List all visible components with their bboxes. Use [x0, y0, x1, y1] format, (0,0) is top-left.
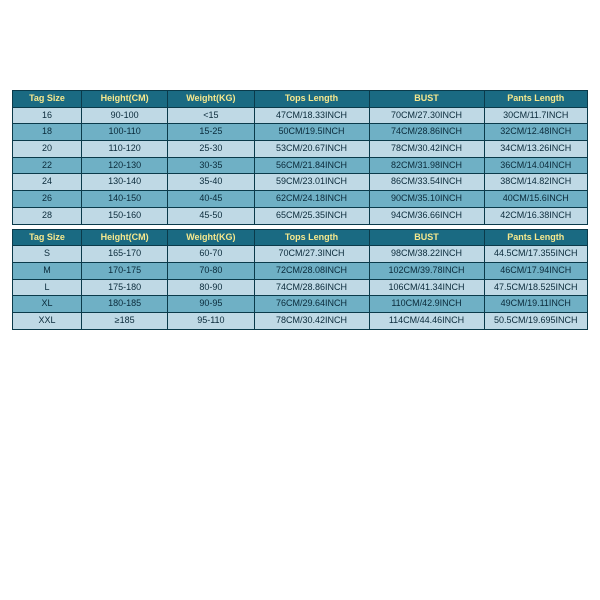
kids-cell: 30CM/11.7INCH: [484, 107, 588, 124]
adult-cell: 114CM/44.46INCH: [369, 312, 484, 329]
adult-size-table: Tag SizeHeight(CM)Weight(KG)Tops LengthB…: [12, 229, 588, 330]
kids-cell: 30-35: [168, 157, 254, 174]
kids-cell: 26: [13, 191, 82, 208]
adult-cell: 170-175: [82, 262, 168, 279]
adult-header-1: Height(CM): [82, 229, 168, 246]
adult-row: L175-18080-9074CM/28.86INCH106CM/41.34IN…: [13, 279, 588, 296]
adult-cell: 50.5CM/19.695INCH: [484, 312, 588, 329]
kids-cell: 53CM/20.67INCH: [254, 141, 369, 158]
adult-cell: 44.5CM/17.355INCH: [484, 246, 588, 263]
adult-cell: 165-170: [82, 246, 168, 263]
adult-cell: XL: [13, 296, 82, 313]
kids-row: 1690-100<1547CM/18.33INCH70CM/27.30INCH3…: [13, 107, 588, 124]
kids-row: 24130-14035-4059CM/23.01INCH86CM/33.54IN…: [13, 174, 588, 191]
kids-header-0: Tag Size: [13, 91, 82, 108]
kids-cell: 35-40: [168, 174, 254, 191]
kids-cell: 90-100: [82, 107, 168, 124]
kids-cell: 94CM/36.66INCH: [369, 207, 484, 224]
kids-cell: <15: [168, 107, 254, 124]
adult-header-5: Pants Length: [484, 229, 588, 246]
kids-cell: 65CM/25.35INCH: [254, 207, 369, 224]
kids-cell: 140-150: [82, 191, 168, 208]
kids-cell: 90CM/35.10INCH: [369, 191, 484, 208]
kids-cell: 82CM/31.98INCH: [369, 157, 484, 174]
adult-cell: 102CM/39.78INCH: [369, 262, 484, 279]
adult-cell: 98CM/38.22INCH: [369, 246, 484, 263]
adult-cell: 180-185: [82, 296, 168, 313]
kids-cell: 38CM/14.82INCH: [484, 174, 588, 191]
adult-cell: 80-90: [168, 279, 254, 296]
kids-cell: 100-110: [82, 124, 168, 141]
kids-cell: 120-130: [82, 157, 168, 174]
kids-row: 28150-16045-5065CM/25.35INCH94CM/36.66IN…: [13, 207, 588, 224]
kids-cell: 22: [13, 157, 82, 174]
kids-cell: 15-25: [168, 124, 254, 141]
adult-row: XXL≥18595-11078CM/30.42INCH114CM/44.46IN…: [13, 312, 588, 329]
kids-cell: 130-140: [82, 174, 168, 191]
adult-cell: M: [13, 262, 82, 279]
kids-row: 26140-15040-4562CM/24.18INCH90CM/35.10IN…: [13, 191, 588, 208]
adult-header-2: Weight(KG): [168, 229, 254, 246]
kids-cell: 32CM/12.48INCH: [484, 124, 588, 141]
kids-cell: 150-160: [82, 207, 168, 224]
size-chart-container: Tag SizeHeight(CM)Weight(KG)Tops LengthB…: [0, 0, 600, 330]
adult-header-0: Tag Size: [13, 229, 82, 246]
adult-cell: 60-70: [168, 246, 254, 263]
adult-row: XL180-18590-9576CM/29.64INCH110CM/42.9IN…: [13, 296, 588, 313]
adult-cell: S: [13, 246, 82, 263]
kids-cell: 40-45: [168, 191, 254, 208]
adult-cell: 78CM/30.42INCH: [254, 312, 369, 329]
adult-cell: 106CM/41.34INCH: [369, 279, 484, 296]
adult-cell: 47.5CM/18.525INCH: [484, 279, 588, 296]
adult-row: S165-17060-7070CM/27.3INCH98CM/38.22INCH…: [13, 246, 588, 263]
adult-cell: 110CM/42.9INCH: [369, 296, 484, 313]
kids-cell: 28: [13, 207, 82, 224]
adult-cell: ≥185: [82, 312, 168, 329]
kids-cell: 40CM/15.6INCH: [484, 191, 588, 208]
adult-cell: XXL: [13, 312, 82, 329]
kids-cell: 25-30: [168, 141, 254, 158]
kids-cell: 59CM/23.01INCH: [254, 174, 369, 191]
kids-cell: 45-50: [168, 207, 254, 224]
kids-cell: 78CM/30.42INCH: [369, 141, 484, 158]
kids-row: 18100-11015-2550CM/19.5INCH74CM/28.86INC…: [13, 124, 588, 141]
kids-row: 20110-12025-3053CM/20.67INCH78CM/30.42IN…: [13, 141, 588, 158]
kids-cell: 86CM/33.54INCH: [369, 174, 484, 191]
kids-header-3: Tops Length: [254, 91, 369, 108]
adult-cell: 90-95: [168, 296, 254, 313]
adult-cell: 74CM/28.86INCH: [254, 279, 369, 296]
adult-header-4: BUST: [369, 229, 484, 246]
kids-header-4: BUST: [369, 91, 484, 108]
kids-cell: 70CM/27.30INCH: [369, 107, 484, 124]
kids-cell: 20: [13, 141, 82, 158]
adult-cell: 76CM/29.64INCH: [254, 296, 369, 313]
kids-cell: 110-120: [82, 141, 168, 158]
adult-cell: 46CM/17.94INCH: [484, 262, 588, 279]
kids-header-5: Pants Length: [484, 91, 588, 108]
adult-cell: 70CM/27.3INCH: [254, 246, 369, 263]
kids-cell: 36CM/14.04INCH: [484, 157, 588, 174]
kids-header-1: Height(CM): [82, 91, 168, 108]
kids-cell: 18: [13, 124, 82, 141]
kids-header-2: Weight(KG): [168, 91, 254, 108]
adult-cell: 175-180: [82, 279, 168, 296]
adult-row: M170-17570-8072CM/28.08INCH102CM/39.78IN…: [13, 262, 588, 279]
adult-header-3: Tops Length: [254, 229, 369, 246]
adult-cell: 70-80: [168, 262, 254, 279]
adult-cell: 72CM/28.08INCH: [254, 262, 369, 279]
kids-cell: 74CM/28.86INCH: [369, 124, 484, 141]
kids-cell: 56CM/21.84INCH: [254, 157, 369, 174]
kids-size-table: Tag SizeHeight(CM)Weight(KG)Tops LengthB…: [12, 90, 588, 225]
adult-cell: 49CM/19.11INCH: [484, 296, 588, 313]
adult-cell: 95-110: [168, 312, 254, 329]
kids-cell: 34CM/13.26INCH: [484, 141, 588, 158]
kids-row: 22120-13030-3556CM/21.84INCH82CM/31.98IN…: [13, 157, 588, 174]
kids-cell: 62CM/24.18INCH: [254, 191, 369, 208]
kids-cell: 16: [13, 107, 82, 124]
kids-cell: 24: [13, 174, 82, 191]
adult-cell: L: [13, 279, 82, 296]
kids-cell: 47CM/18.33INCH: [254, 107, 369, 124]
kids-cell: 50CM/19.5INCH: [254, 124, 369, 141]
kids-cell: 42CM/16.38INCH: [484, 207, 588, 224]
